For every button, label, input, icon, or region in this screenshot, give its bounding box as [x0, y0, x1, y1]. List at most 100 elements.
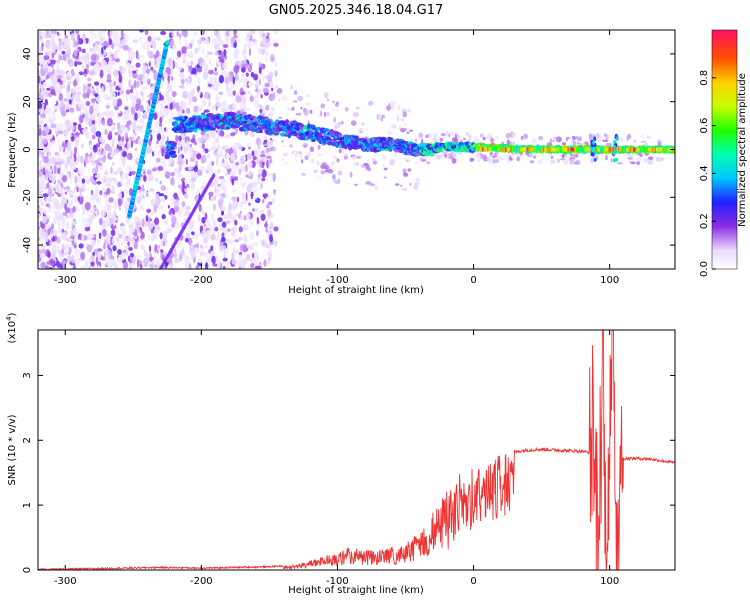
spectrogram-cell [529, 160, 535, 164]
spectrogram-cell [104, 169, 108, 176]
spectrogram-cell [211, 255, 216, 264]
spectrogram-cell [143, 257, 149, 266]
spectrogram-cell [148, 245, 152, 253]
spectrogram-cell [270, 106, 275, 112]
spectrogram-cell [274, 61, 278, 67]
spectrogram-cell [60, 182, 63, 186]
spectrogram-cell [62, 252, 69, 256]
spectrogram-cell [492, 158, 495, 165]
spectrogram-cell [52, 244, 57, 252]
spectrogram-cell [419, 157, 424, 161]
spectrogram-cell [160, 30, 167, 36]
spectrogram-cell [184, 188, 188, 193]
spectrogram-cell [126, 120, 132, 125]
spectrogram-cell [228, 202, 233, 211]
spectrogram-cell [106, 105, 110, 109]
spectrogram-cell [154, 121, 161, 128]
spectrogram-cell [74, 61, 78, 67]
spectrogram-cell [44, 235, 49, 243]
spectrogram-cell [383, 176, 387, 179]
spectrogram-cell [233, 65, 240, 74]
spectrogram-cell [92, 213, 95, 219]
spectrogram-cell [217, 217, 223, 223]
spectrogram-cell [240, 164, 246, 172]
spectrogram-cell [200, 210, 206, 214]
spectrogram-cell [77, 123, 82, 131]
spectrogram-cell [184, 38, 188, 48]
spectrogram-cell [336, 158, 340, 163]
spectrogram-cell [113, 198, 116, 206]
spectrogram-cell [38, 55, 43, 64]
spectrogram-cell [125, 244, 129, 249]
spectrogram-cell [61, 54, 64, 63]
spectrogram-cell [204, 262, 209, 269]
spectrogram-cell [185, 140, 190, 150]
spectrogram-cell [173, 251, 177, 256]
spectrogram-cell [214, 151, 219, 159]
spectrogram-cell [157, 149, 161, 156]
spectrogram-cell [294, 90, 298, 95]
spectrogram-cell [189, 150, 193, 158]
spectrogram-cell [356, 162, 359, 166]
spectrogram-cell [646, 136, 652, 140]
spectrogram-cell [120, 241, 123, 246]
spectrogram-cell [104, 243, 108, 249]
spectrogram-cell [47, 142, 54, 147]
spectrogram-cell [91, 98, 96, 103]
spectrogram-cell [102, 111, 108, 116]
spectrogram-cell [42, 167, 46, 176]
spectrogram-cell [200, 155, 206, 164]
spectrogram-cell [145, 252, 151, 259]
spectrogram-cell [78, 188, 84, 193]
spectrogram-cell [66, 211, 70, 220]
spectrogram-cell [285, 119, 289, 125]
spectrogram-cell [125, 247, 129, 257]
spectrogram-cell [170, 153, 178, 158]
spectrogram-cell [218, 75, 224, 84]
spectrogram-cell [213, 72, 219, 76]
spectrogram-cell [356, 155, 362, 159]
spectrogram-cell [389, 159, 395, 166]
chart-title: GN05.2025.346.18.04.G17 [269, 3, 444, 18]
spectrogram-cell [71, 170, 74, 179]
spectrogram-cell [310, 158, 315, 164]
spectrogram-cell [99, 145, 102, 152]
spectrogram-cell [58, 38, 62, 42]
spectrogram-cell [218, 175, 225, 180]
spectrogram-cell [136, 98, 142, 105]
spectrogram-cell [53, 216, 57, 225]
spectrogram-cell [171, 113, 174, 122]
spectrogram-cell [80, 143, 85, 148]
spectrogram-cell [214, 123, 219, 128]
spectrogram-cell [159, 94, 164, 101]
spectrogram-cell [76, 141, 80, 146]
spectrogram-cell [65, 85, 70, 93]
spectrogram-cell [233, 34, 238, 39]
spectrogram-cell [44, 125, 50, 134]
spectrogram-cell [161, 196, 166, 203]
spectrogram-cell [252, 155, 257, 161]
spectrogram-cell [217, 61, 222, 67]
spectrogram-cell [203, 253, 209, 257]
spectrogram-cell [112, 217, 119, 221]
spectrogram-cell [210, 167, 213, 176]
spectrogram-cell [53, 165, 57, 175]
spectrogram-cell [74, 93, 79, 98]
spectrogram-cell [147, 35, 152, 42]
spectrogram-cell [148, 173, 154, 182]
spectrogram-cell [104, 128, 108, 136]
spectrogram-cell [403, 123, 407, 126]
spectrogram-cell [98, 217, 103, 226]
spectrogram-cell [182, 102, 187, 108]
spectrogram-cell [238, 226, 243, 233]
spectrogram-cell [41, 140, 48, 145]
spectrogram-cell [216, 135, 220, 144]
spectrogram-cell [87, 77, 92, 82]
spectrogram-cell [285, 161, 288, 166]
spectrogram-cell [95, 131, 102, 137]
spectrogram-cell [473, 136, 479, 142]
spectrogram-cell [260, 239, 267, 247]
spectrogram-cell [85, 259, 89, 269]
spectrogram-cell [153, 54, 158, 60]
spectrogram-cell [122, 158, 126, 168]
